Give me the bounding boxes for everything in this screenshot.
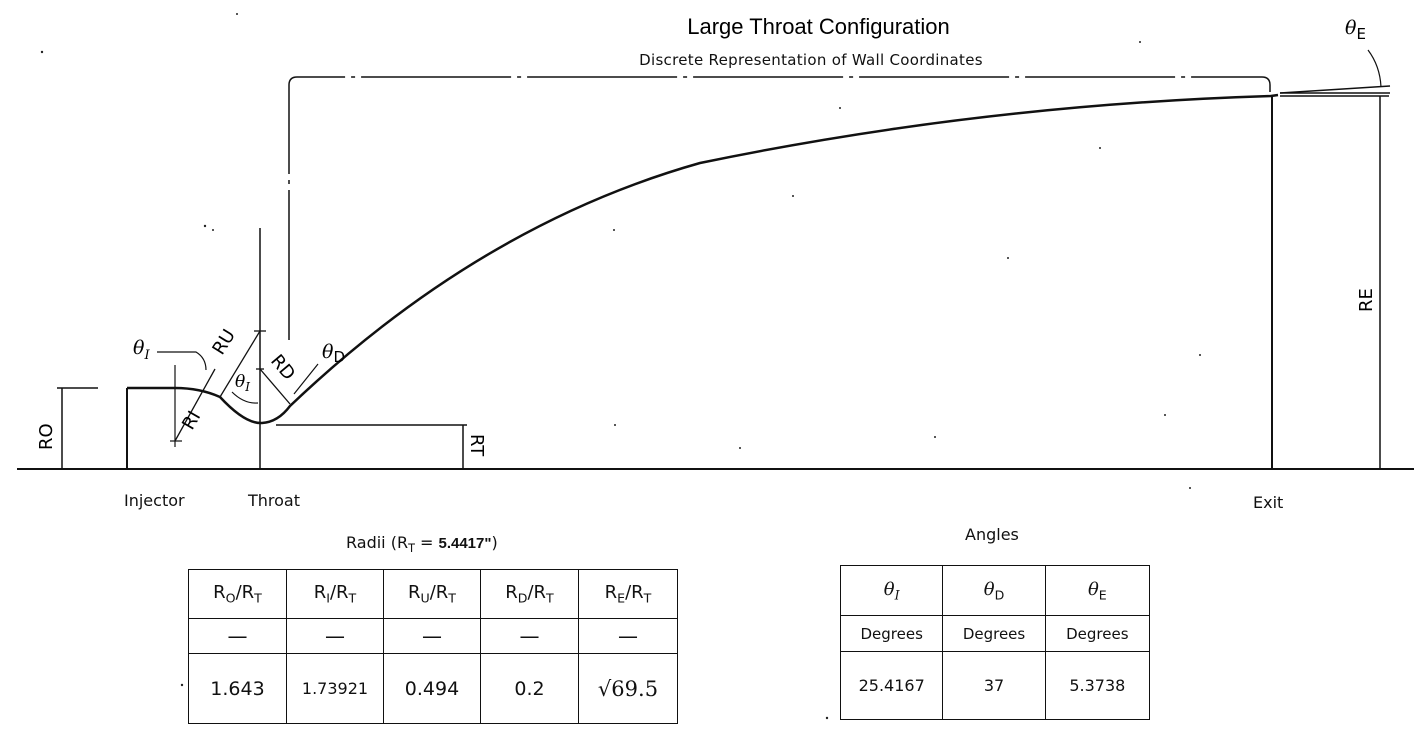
radii-header-ru: RU/RT bbox=[383, 569, 481, 619]
label-theta-d: θD bbox=[322, 341, 345, 366]
angles-unit-theta-e: Degrees bbox=[1044, 615, 1151, 652]
station-exit: Exit bbox=[1253, 493, 1284, 512]
ri-radius-line bbox=[174, 368, 216, 442]
radii-unit-rd: — bbox=[480, 618, 579, 654]
radii-unit-ro: — bbox=[188, 618, 287, 654]
radii-unit-ru: — bbox=[383, 618, 481, 654]
radii-value-rd: 0.2 bbox=[480, 653, 579, 724]
theta-d-leader bbox=[293, 363, 319, 395]
radii-value-re: √69.5 bbox=[578, 653, 678, 724]
angles-unit-theta-d: Degrees bbox=[942, 615, 1046, 652]
label-rd: RD bbox=[266, 351, 299, 385]
label-theta-i: θI bbox=[133, 337, 150, 363]
angles-value-theta-d: 37 bbox=[942, 651, 1046, 720]
radii-unit-re: — bbox=[578, 618, 678, 654]
station-throat: Throat bbox=[248, 491, 301, 510]
radii-value-ri: 1.73921 bbox=[286, 653, 384, 724]
label-ru: RU bbox=[208, 326, 239, 359]
angles-values-row: 25.4167 37 5.3738 bbox=[839, 651, 1151, 720]
rd-radius-line bbox=[259, 368, 291, 405]
angles-value-theta-i: 25.4167 bbox=[839, 651, 944, 720]
radii-header-row: RO/RT RI/RT RU/RT RD/RT RE/RT bbox=[188, 569, 678, 619]
radii-units-row: — — — — — bbox=[188, 618, 678, 654]
diagram-title: Large Throat Configuration bbox=[687, 14, 950, 39]
radii-caption: Radii (RT = 5.4417") bbox=[346, 533, 498, 556]
label-re: RE bbox=[1356, 288, 1377, 312]
theta-i-leader bbox=[157, 351, 207, 371]
radii-values-row: 1.643 1.73921 0.494 0.2 √69.5 bbox=[188, 653, 678, 724]
scan-speckles bbox=[40, 13, 1201, 720]
discrete-bracket bbox=[288, 76, 1271, 340]
radii-header-rd: RD/RT bbox=[480, 569, 579, 619]
angles-header-theta-i: θI bbox=[839, 565, 944, 616]
nozzle-wall-contour bbox=[127, 93, 1279, 425]
angles-units-row: Degrees Degrees Degrees bbox=[839, 615, 1151, 652]
radii-header-re: RE/RT bbox=[578, 569, 678, 619]
radii-header-ro: RO/RT bbox=[188, 569, 287, 619]
radii-value-ro: 1.643 bbox=[188, 653, 287, 724]
angles-caption: Angles bbox=[965, 525, 1019, 544]
radii-header-ri: RI/RT bbox=[286, 569, 384, 619]
radii-table: RO/RT RI/RT RU/RT RD/RT RE/RT — — — — — … bbox=[188, 569, 678, 724]
radii-value-ru: 0.494 bbox=[383, 653, 481, 724]
radii-unit-ri: — bbox=[286, 618, 384, 654]
label-ro: RO bbox=[36, 423, 57, 450]
angles-unit-theta-i: Degrees bbox=[839, 615, 944, 652]
angles-table: θI θD θE Degrees Degrees Degrees 25.4167… bbox=[839, 565, 1151, 720]
diagram-subtitle: Discrete Representation of Wall Coordina… bbox=[639, 51, 983, 69]
angles-value-theta-e: 5.3738 bbox=[1044, 651, 1151, 720]
label-theta-i-inner: θI bbox=[235, 372, 250, 394]
label-theta-e: θE bbox=[1345, 17, 1366, 43]
angles-header-theta-e: θE bbox=[1044, 565, 1151, 616]
angles-header-theta-d: θD bbox=[942, 565, 1046, 616]
theta-i-inner-arc bbox=[231, 391, 259, 404]
theta-e-tangent bbox=[1279, 85, 1391, 94]
label-ri: RI bbox=[178, 408, 205, 434]
angles-header-row: θI θD θE bbox=[839, 565, 1151, 616]
station-injector: Injector bbox=[124, 491, 185, 510]
label-rt: RT bbox=[466, 434, 487, 457]
theta-e-leader bbox=[1367, 49, 1382, 88]
ru-center-line bbox=[219, 330, 261, 398]
